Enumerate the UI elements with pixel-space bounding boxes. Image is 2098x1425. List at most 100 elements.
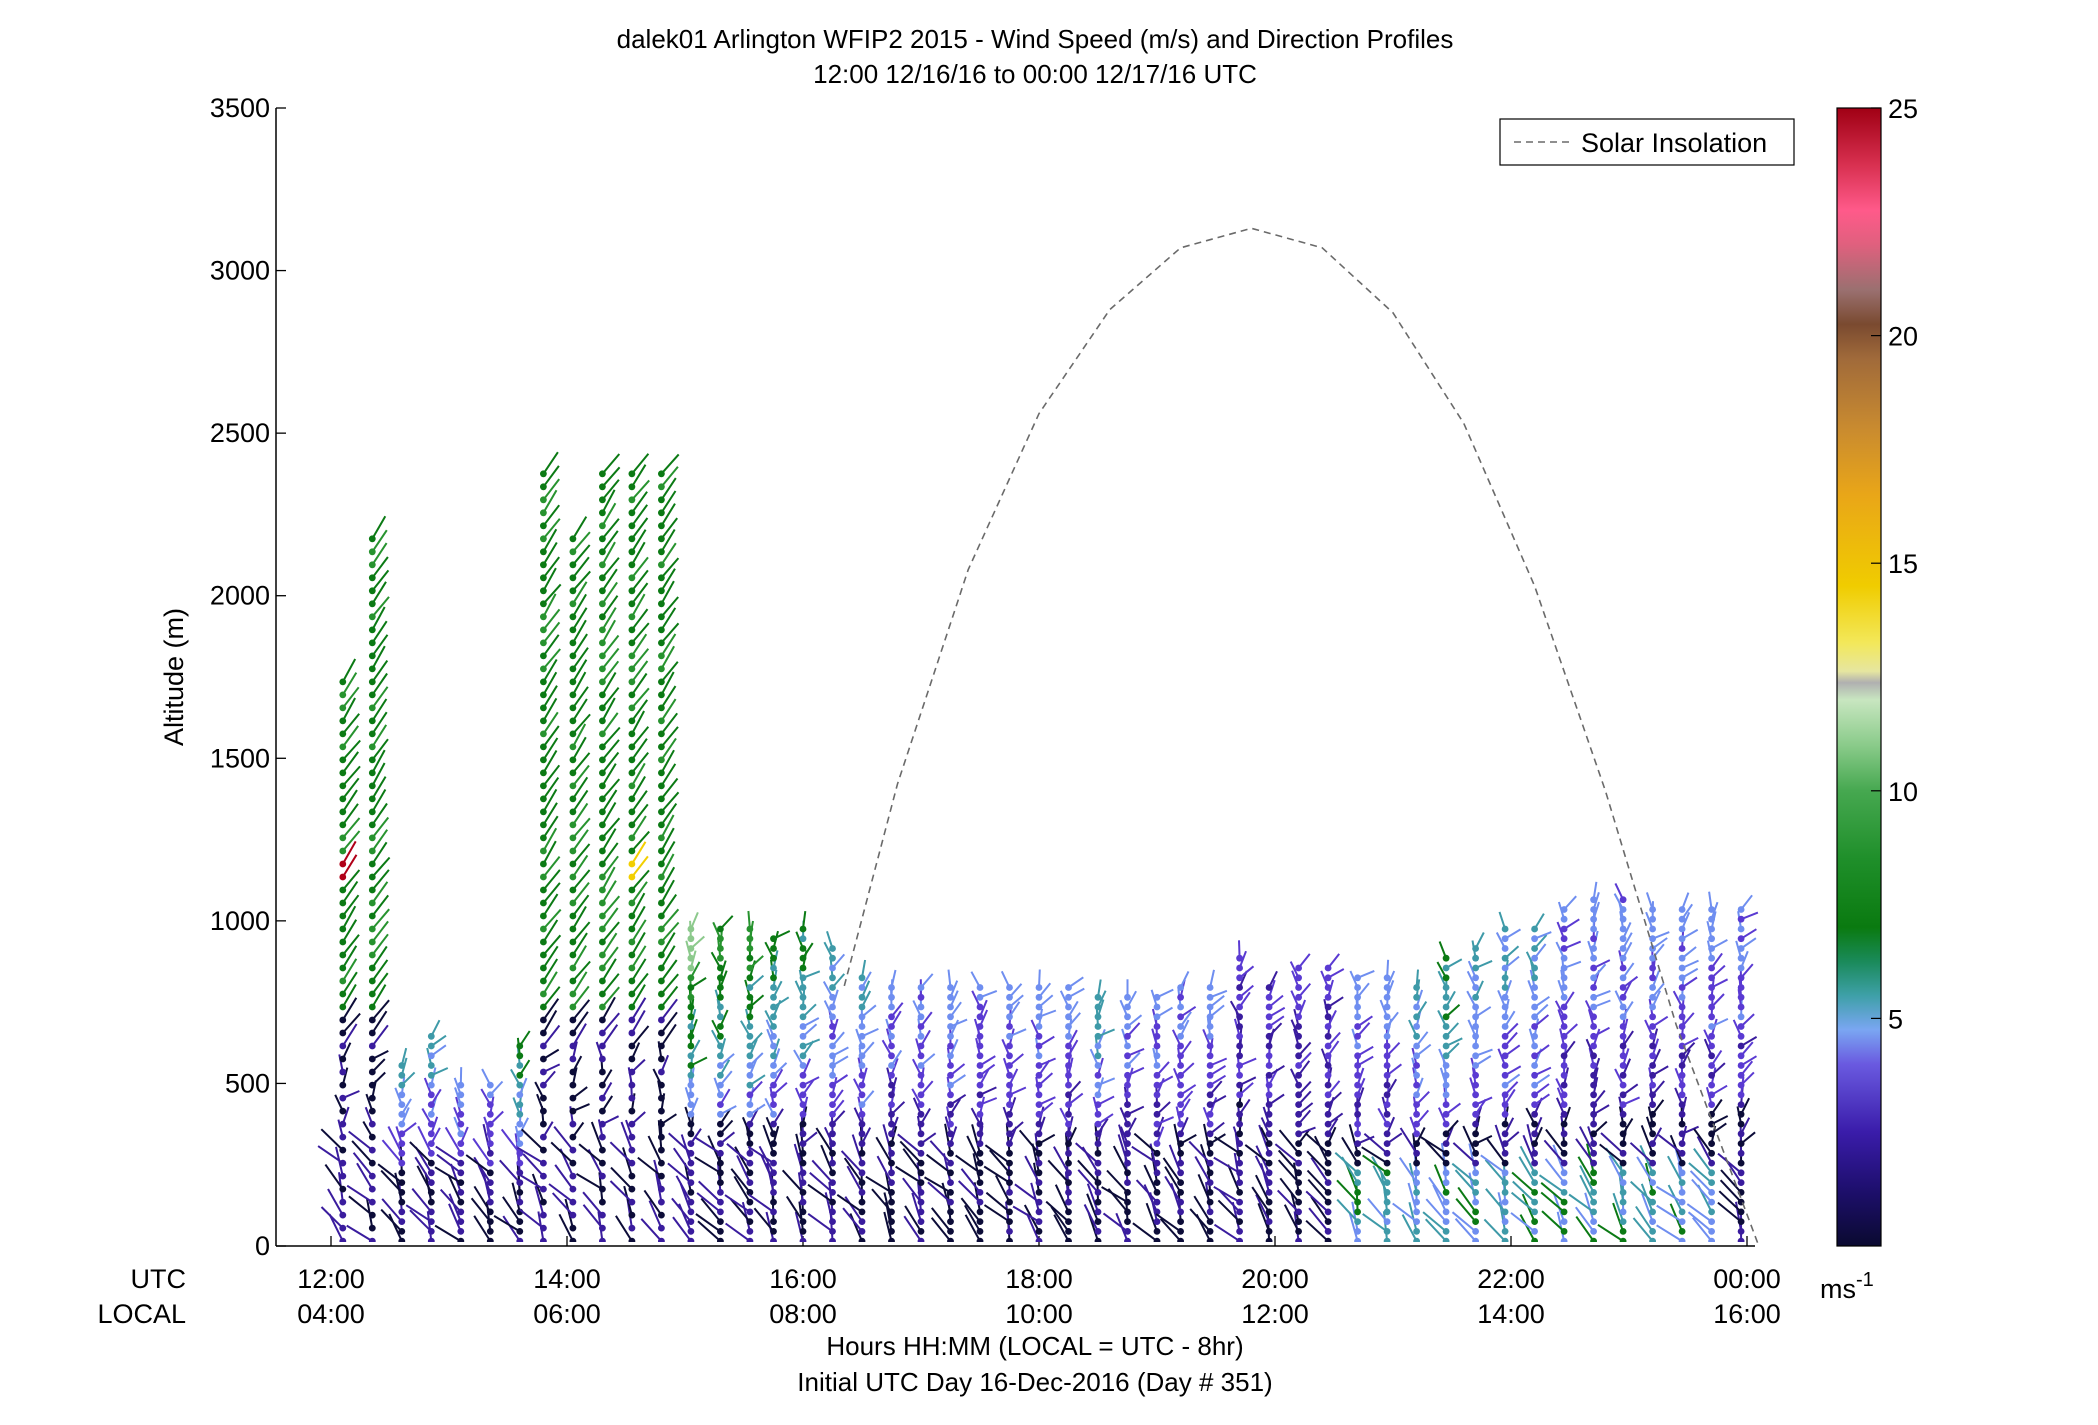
wind-barb xyxy=(572,945,587,969)
wind-point xyxy=(658,1237,665,1242)
wind-point xyxy=(1206,1013,1214,1021)
wind-point xyxy=(486,1169,494,1177)
wind-point xyxy=(917,1120,925,1128)
wind-barb xyxy=(601,726,621,748)
wind-point xyxy=(1413,1189,1420,1196)
wind-point xyxy=(1442,1062,1450,1069)
wind-point xyxy=(717,1071,724,1079)
wind-point xyxy=(599,626,606,634)
wind-point xyxy=(1124,1130,1131,1138)
wind-barb xyxy=(601,671,617,696)
wind-barb xyxy=(493,1215,521,1233)
wind-point xyxy=(1124,1237,1131,1242)
wind-point xyxy=(1153,1198,1161,1206)
wind-point xyxy=(1236,974,1243,982)
wind-point xyxy=(628,990,636,998)
wind-point xyxy=(1006,993,1013,1001)
wind-point xyxy=(888,1140,895,1147)
wind-barb xyxy=(1308,1207,1329,1233)
wind-point xyxy=(339,977,347,985)
wind-point xyxy=(1354,1062,1361,1069)
wind-barb xyxy=(828,1181,834,1213)
wind-point xyxy=(1442,1130,1450,1138)
wind-barb xyxy=(631,830,650,852)
wind-point xyxy=(1619,1032,1627,1040)
wind-barb xyxy=(1083,1204,1099,1232)
wind-point xyxy=(339,730,347,738)
wind-point xyxy=(1006,1149,1013,1157)
wind-barb xyxy=(542,1010,558,1034)
wind-point xyxy=(540,483,547,491)
wind-barb xyxy=(371,999,390,1021)
wind-point xyxy=(1065,1149,1072,1157)
wind-barb xyxy=(667,1162,692,1184)
wind-point xyxy=(368,769,376,777)
wind-point xyxy=(1006,1042,1013,1050)
wind-point xyxy=(858,1052,866,1060)
wind-point xyxy=(427,1101,435,1108)
wind-barb xyxy=(1655,1185,1683,1203)
wind-barb xyxy=(660,908,680,930)
wind-barb xyxy=(1024,1155,1040,1184)
wind-point xyxy=(658,795,665,803)
wind-point xyxy=(770,1120,777,1128)
wind-barb xyxy=(1362,1213,1388,1233)
wind-barb xyxy=(660,879,675,904)
wind-point xyxy=(947,1218,954,1225)
wind-point xyxy=(1354,1042,1361,1050)
day-info-label: Initial UTC Day 16-Dec-2016 (Day # 351) xyxy=(797,1367,1272,1397)
wind-point xyxy=(1006,1120,1013,1128)
wind-barb xyxy=(1484,1159,1506,1184)
wind-point xyxy=(976,1062,984,1069)
wind-barb xyxy=(553,1125,574,1151)
wind-point xyxy=(1324,964,1332,972)
wind-point xyxy=(1501,1189,1509,1196)
wind-barb xyxy=(1468,1143,1477,1174)
wind-point xyxy=(829,1228,836,1235)
legend-label: Solar Insolation xyxy=(1581,128,1767,158)
wind-point xyxy=(976,1218,984,1225)
wind-barb xyxy=(1306,1150,1329,1174)
wind-point xyxy=(1649,1159,1656,1167)
wind-barb xyxy=(1512,1180,1536,1203)
wind-point xyxy=(1649,1208,1656,1216)
wind-point xyxy=(1472,1023,1479,1030)
wind-point xyxy=(976,1130,984,1138)
wind-point xyxy=(1295,974,1302,982)
wind-barb xyxy=(380,1208,403,1233)
wind-point xyxy=(1472,993,1479,1001)
wind-barb xyxy=(1213,1136,1241,1155)
wind-point xyxy=(540,691,547,699)
wind-barb xyxy=(730,1168,751,1194)
wind-barb xyxy=(696,1192,722,1213)
wind-point xyxy=(1354,1023,1361,1030)
wind-barb xyxy=(1510,1212,1536,1233)
wind-barb xyxy=(1213,1156,1241,1174)
wind-barb xyxy=(572,854,589,878)
wind-point xyxy=(457,1120,465,1128)
wind-point xyxy=(888,1179,895,1186)
wind-point xyxy=(599,1120,606,1128)
wind-point xyxy=(1006,1071,1013,1079)
x-tick-label-local: 06:00 xyxy=(533,1299,601,1329)
wind-point xyxy=(1035,1120,1043,1128)
wind-point xyxy=(427,1042,435,1050)
wind-point xyxy=(1006,1110,1013,1118)
wind-point xyxy=(540,847,547,855)
wind-point xyxy=(599,951,606,959)
wind-point xyxy=(1124,1013,1131,1021)
wind-barb xyxy=(572,647,589,670)
wind-point xyxy=(486,1179,494,1186)
wind-barb xyxy=(572,686,589,709)
wind-point xyxy=(917,1023,925,1030)
wind-point xyxy=(1035,1179,1043,1186)
wind-point xyxy=(1501,984,1509,991)
wind-barb xyxy=(519,1208,545,1229)
wind-barb xyxy=(1693,1128,1713,1154)
wind-barb xyxy=(572,698,588,722)
wind-point xyxy=(1324,1013,1332,1021)
wind-barb xyxy=(1348,1124,1359,1154)
wind-point xyxy=(398,1120,406,1128)
wind-point xyxy=(858,1042,866,1050)
wind-point xyxy=(1094,1003,1102,1011)
